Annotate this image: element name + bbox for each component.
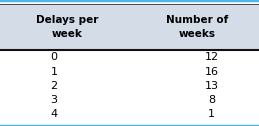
Text: 3: 3 [50, 95, 57, 105]
Text: Number of
weeks: Number of weeks [166, 15, 228, 39]
Text: 1: 1 [50, 67, 57, 77]
Bar [0, 4, 259, 50]
Text: 13: 13 [205, 81, 219, 91]
Text: 16: 16 [205, 67, 219, 77]
Text: 0: 0 [50, 52, 57, 62]
Text: 8: 8 [208, 95, 215, 105]
Text: 1: 1 [208, 109, 215, 119]
Text: Delays per
week: Delays per week [36, 15, 98, 39]
Text: 2: 2 [50, 81, 57, 91]
Text: 12: 12 [205, 52, 219, 62]
Text: 4: 4 [50, 109, 57, 119]
